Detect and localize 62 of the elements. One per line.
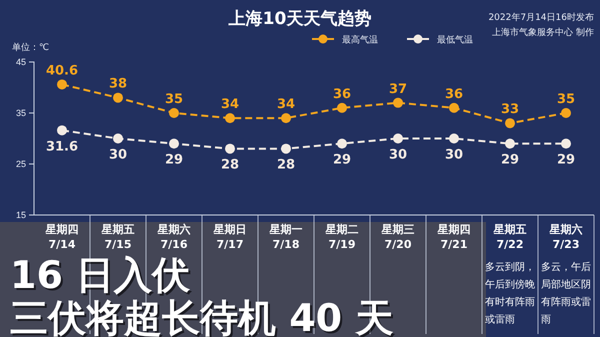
point bbox=[337, 138, 347, 149]
y-tick-label: 15 bbox=[16, 210, 26, 220]
point bbox=[449, 102, 459, 113]
x-tick-label: 星期六 7/23 bbox=[548, 223, 582, 251]
x-tick-label: 星期六 7/16 bbox=[156, 223, 190, 251]
point bbox=[561, 138, 571, 149]
x-tick-label: 星期日 7/17 bbox=[212, 223, 246, 251]
y-axis-title: 单位：℃ bbox=[12, 42, 50, 53]
data-label: 29 bbox=[500, 152, 520, 168]
point bbox=[561, 108, 571, 118]
y-tick-label: 25 bbox=[16, 158, 26, 169]
data-label: 35 bbox=[164, 92, 184, 107]
data-label: 38 bbox=[108, 76, 128, 92]
data-label: 34 bbox=[276, 97, 296, 112]
x-tick-label: 星期三 7/20 bbox=[380, 223, 414, 251]
point bbox=[281, 113, 291, 124]
data-label: 29 bbox=[164, 152, 184, 168]
point bbox=[169, 138, 179, 149]
data-label: 40.6 bbox=[46, 63, 78, 78]
data-label: 29 bbox=[332, 152, 352, 168]
legend-label: 最低气温 bbox=[437, 34, 473, 46]
data-label: 28 bbox=[220, 158, 240, 173]
point bbox=[169, 108, 179, 118]
point bbox=[113, 92, 123, 103]
x-tick-label: 星期一 7/18 bbox=[268, 223, 302, 251]
point bbox=[337, 102, 347, 113]
data-label: 30 bbox=[108, 148, 128, 162]
chart-title: 上海10天天气趋势 bbox=[228, 9, 372, 29]
x-tick-label: 星期四 7/21 bbox=[436, 223, 470, 251]
y-tick-label: 35 bbox=[16, 108, 26, 118]
point bbox=[225, 144, 235, 154]
point bbox=[393, 98, 403, 108]
text: 多云，午后局部地区阴有阵雨或雷雨 bbox=[541, 261, 591, 326]
point bbox=[505, 138, 515, 149]
x-tick-label: 星期二 7/19 bbox=[324, 223, 358, 251]
point bbox=[57, 79, 67, 90]
data-label: 29 bbox=[556, 152, 576, 168]
text: 多云到阴，午后到傍晚有时有阵雨或雷雨 bbox=[485, 261, 535, 326]
data-label: 33 bbox=[500, 102, 520, 118]
y-tick-label: 45 bbox=[16, 56, 26, 67]
point bbox=[225, 113, 235, 124]
data-label: 30 bbox=[444, 148, 464, 162]
point bbox=[113, 134, 123, 144]
data-label: 31.6 bbox=[46, 139, 78, 154]
x-tick-label: 星期五 7/22 bbox=[492, 223, 526, 251]
point bbox=[505, 118, 515, 128]
point bbox=[449, 134, 459, 144]
x-tick-label: 星期四 7/14 bbox=[44, 223, 78, 251]
point bbox=[281, 144, 291, 154]
data-label: 37 bbox=[388, 82, 408, 97]
x-tick-label: 星期五 7/15 bbox=[100, 223, 134, 251]
legend-label: 最高气温 bbox=[342, 34, 378, 46]
data-label: 36 bbox=[444, 86, 464, 102]
text: 上海市气象服务中心 制作 bbox=[492, 27, 594, 38]
data-label: 35 bbox=[556, 92, 576, 107]
data-label: 30 bbox=[388, 148, 408, 162]
text: 2022年7月14日16时发布 bbox=[488, 12, 594, 23]
data-label: 34 bbox=[220, 97, 240, 112]
data-label: 36 bbox=[332, 86, 352, 102]
point bbox=[57, 125, 67, 136]
data-label: 28 bbox=[276, 158, 296, 173]
point bbox=[393, 134, 403, 144]
